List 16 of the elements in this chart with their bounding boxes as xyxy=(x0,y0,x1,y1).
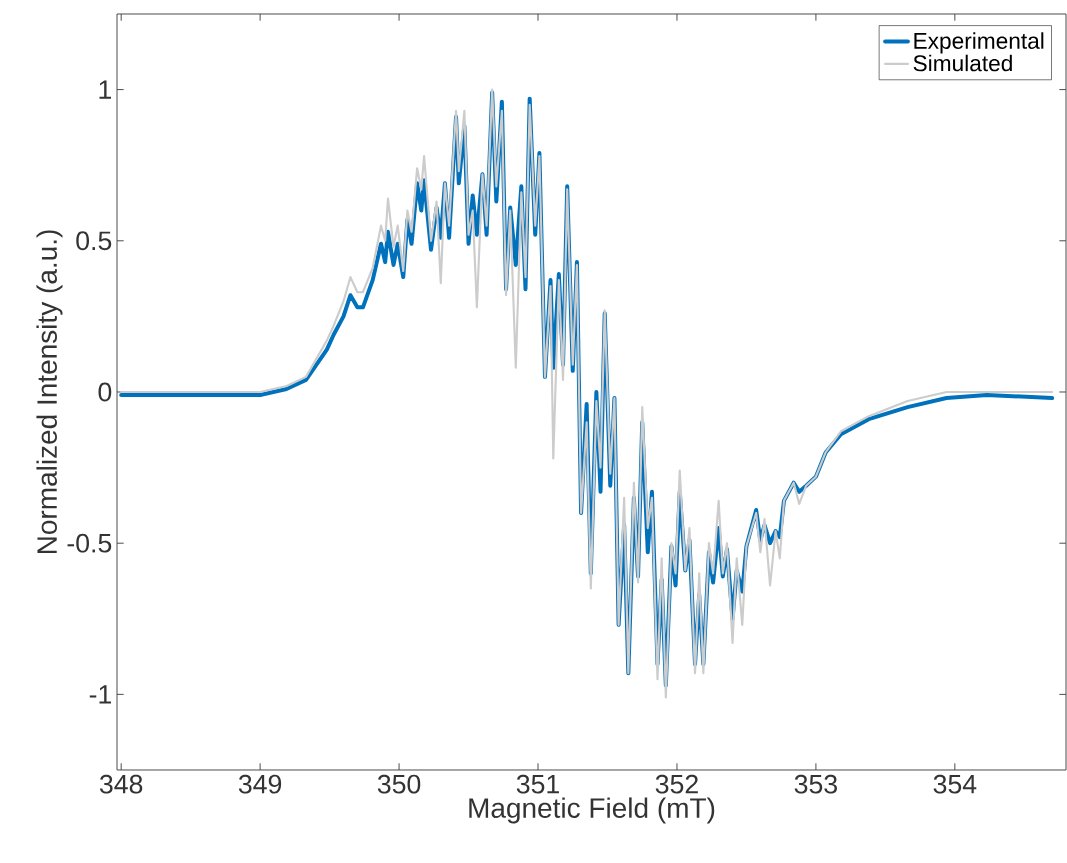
x-tick-label: 349 xyxy=(238,774,282,794)
legend-label: Experimental xyxy=(914,32,1044,54)
x-axis-title: Magnetic Field (mT) xyxy=(469,797,715,824)
x-tick-label: 350 xyxy=(377,774,421,794)
x-tick-label: 348 xyxy=(99,774,143,794)
x-tick-label: 352 xyxy=(655,774,698,794)
x-tick-label: 354 xyxy=(933,774,977,794)
x-tick-label: 351 xyxy=(516,774,559,794)
y-tick-label: 1 xyxy=(99,80,111,99)
y-axis-title: Normalized Intensity (a.u.) xyxy=(36,230,63,554)
x-tick-label: 353 xyxy=(794,774,837,794)
y-tick-label: -0.5 xyxy=(67,533,112,553)
y-tick-label: 0.5 xyxy=(76,231,112,251)
y-tick-label: 0 xyxy=(98,382,112,402)
y-tick-label: -1 xyxy=(89,685,111,704)
legend-label: Simulated xyxy=(913,54,1012,72)
